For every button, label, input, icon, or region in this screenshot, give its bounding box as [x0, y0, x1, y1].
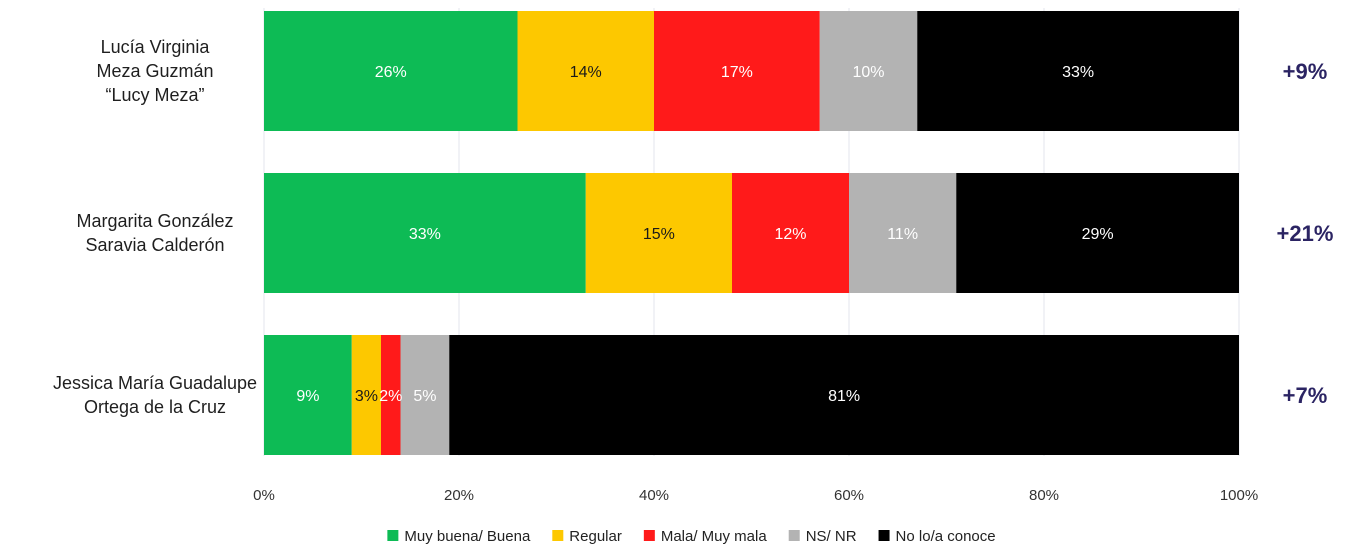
category-label: Lucía Virginia [101, 37, 211, 57]
bar-segment [264, 11, 518, 131]
category-label: Margarita González [76, 211, 233, 231]
bar-value-label: 11% [887, 226, 918, 243]
bar-segment [585, 173, 732, 293]
bar-value-label: 5% [413, 388, 436, 405]
bar-segment [400, 335, 450, 455]
category-label: Ortega de la Cruz [84, 397, 226, 417]
bar-value-label: 33% [409, 226, 441, 243]
bar-segment [732, 173, 849, 293]
bar-value-label: 33% [1062, 64, 1094, 81]
bar-value-label: 12% [774, 226, 806, 243]
legend-swatch [387, 530, 399, 541]
x-tick-label: 80% [1029, 487, 1059, 504]
x-tick-label: 0% [253, 487, 275, 504]
bar-segment [956, 173, 1239, 293]
bar-segment [264, 173, 586, 293]
net-value-label: +9% [1283, 59, 1328, 84]
category-label: Jessica María Guadalupe [53, 373, 257, 393]
legend-label: Muy buena/ Buena [404, 528, 531, 545]
x-tick-label: 40% [639, 487, 669, 504]
legend-label: Mala/ Muy mala [661, 528, 768, 545]
category-label: Meza Guzmán [96, 61, 213, 81]
legend-swatch [788, 530, 800, 541]
net-value-label: +7% [1283, 383, 1328, 408]
bar-value-label: 26% [375, 64, 407, 81]
x-tick-label: 20% [444, 487, 474, 504]
bar-segment [849, 173, 957, 293]
bar-value-label: 10% [852, 64, 884, 81]
legend-label: Regular [569, 528, 622, 545]
bar-segment [917, 11, 1239, 131]
bar-segment [264, 335, 352, 455]
bar-value-label: 2% [379, 388, 402, 405]
bar-segment [654, 11, 820, 131]
bar-value-label: 15% [643, 226, 675, 243]
category-label: “Lucy Meza” [105, 85, 204, 105]
bar-value-label: 17% [721, 64, 753, 81]
bar-segment [351, 335, 381, 455]
x-tick-label: 100% [1220, 487, 1258, 504]
bar-value-label: 29% [1082, 226, 1114, 243]
x-tick-label: 60% [834, 487, 864, 504]
bar-segment [819, 11, 918, 131]
net-value-label: +21% [1277, 221, 1334, 246]
bar-value-label: 81% [828, 388, 860, 405]
bar-value-label: 9% [296, 388, 319, 405]
category-label: Saravia Calderón [85, 235, 224, 255]
bar-segment [517, 11, 654, 131]
legend-swatch [878, 530, 890, 541]
legend-swatch [552, 530, 564, 541]
bar-value-label: 14% [570, 64, 602, 81]
legend-label: No lo/a conoce [896, 528, 996, 545]
bar-segment [449, 335, 1239, 455]
legend-swatch [643, 530, 655, 541]
bar-value-label: 3% [355, 388, 378, 405]
legend-label: NS/ NR [806, 528, 857, 545]
bar-segment [381, 335, 401, 455]
